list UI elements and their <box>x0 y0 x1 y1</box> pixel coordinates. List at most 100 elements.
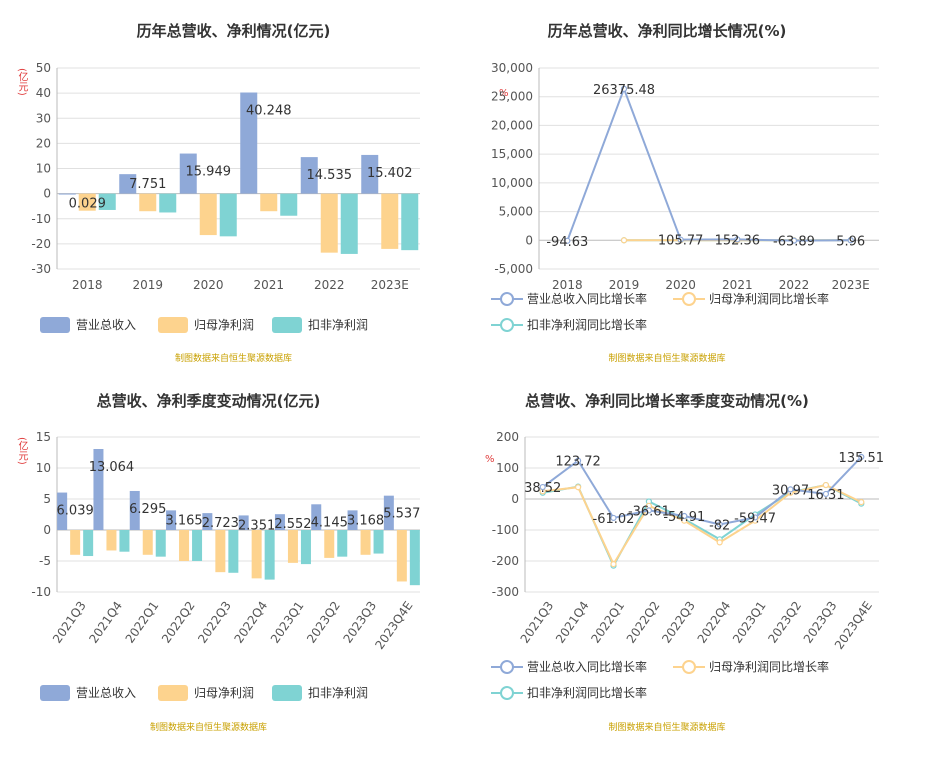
data-label: -63.89 <box>773 235 815 250</box>
legend-swatch <box>40 316 70 333</box>
bar <box>347 510 358 530</box>
bar <box>337 530 348 557</box>
legend-item-deducted-profit-growth[interactable]: 扣非净利润同比增长率 <box>491 684 647 701</box>
legend-swatch <box>40 684 70 701</box>
data-label: -61.02 <box>593 512 635 527</box>
source-note: 制图数据来自恒生聚源数据库 <box>174 354 292 364</box>
data-point <box>847 237 854 244</box>
data-point <box>822 490 829 498</box>
series-line <box>542 483 862 567</box>
bar <box>215 530 226 573</box>
quarter-bar-chart: 151050-5-102021Q32021Q42022Q12022Q22022Q… <box>31 430 420 652</box>
y-tick-label: 40 <box>36 86 51 100</box>
legend-swatch <box>272 684 302 701</box>
legend-item-deducted-profit[interactable]: 扣非净利润 <box>272 316 368 333</box>
bar <box>340 193 358 254</box>
x-tick-label: 2023Q1 <box>730 599 769 646</box>
y-tick-label: -300 <box>492 585 519 599</box>
bar <box>260 193 278 212</box>
data-point <box>787 486 794 493</box>
bar <box>311 504 322 530</box>
data-label: 15.402 <box>367 166 413 181</box>
legend-item-deducted-profit[interactable]: 扣非净利润 <box>272 684 368 701</box>
bar <box>300 530 311 565</box>
x-tick-label: 2023Q2 <box>304 599 343 646</box>
legend-swatch <box>491 291 523 306</box>
y-tick-label: 10 <box>36 162 51 176</box>
x-tick-label: 2019 <box>132 278 163 292</box>
data-label: 2.552 <box>274 517 311 532</box>
y-tick-label: -30 <box>31 262 51 276</box>
series-line <box>542 456 863 526</box>
bar <box>219 193 237 237</box>
x-tick-label: 2023Q3 <box>340 599 379 646</box>
bar <box>98 193 116 210</box>
bar <box>324 530 335 558</box>
data-label: 3.165 <box>165 513 202 528</box>
y-tick-label: 5,000 <box>499 205 533 219</box>
x-tick-label: 2022 <box>314 278 345 292</box>
legend-item-net-profit-growth[interactable]: 归母净利润同比增长率 <box>673 658 829 675</box>
y-tick-label: -100 <box>492 523 519 537</box>
legend-item-net-profit[interactable]: 归母净利润 <box>158 316 254 333</box>
unit-label: (亿元) <box>16 68 27 96</box>
data-point <box>734 236 741 243</box>
data-point <box>610 514 617 522</box>
y-tick-label: 50 <box>36 61 51 75</box>
data-label: -36.61 <box>628 504 670 519</box>
source-note: 制图数据来自恒生聚源数据库 <box>608 723 726 733</box>
source-note: 制图数据来自恒生聚源数据库 <box>608 354 726 364</box>
quarter-growth-chart: 2001000-100-200-3002021Q32021Q42022Q1202… <box>492 430 884 652</box>
y-tick-label: 100 <box>496 461 519 475</box>
bar <box>287 530 298 563</box>
data-point <box>645 507 652 514</box>
x-tick-label: 2022 <box>779 278 810 292</box>
legend-item-net-profit-growth[interactable]: 归母净利润同比增长率 <box>673 290 829 307</box>
bar <box>129 490 140 530</box>
y-tick-label: 0 <box>511 492 519 506</box>
data-label: 5.96 <box>836 234 865 249</box>
x-tick-label: 2020 <box>193 278 224 292</box>
data-label: 123.72 <box>555 455 601 470</box>
data-label: 4.145 <box>311 515 348 530</box>
chart-title: 历年总营收、净利情况(亿元) <box>136 22 331 40</box>
y-tick-label: -5,000 <box>494 262 533 276</box>
legend-item-revenue-growth[interactable]: 营业总收入同比增长率 <box>491 658 647 675</box>
legend-swatch <box>272 316 302 333</box>
data-point <box>822 481 829 489</box>
legend-item-revenue[interactable]: 营业总收入 <box>40 684 136 701</box>
data-label: 16.31 <box>807 488 844 503</box>
legend-swatch <box>491 659 523 674</box>
legend-item-net-profit[interactable]: 归母净利润 <box>158 684 254 701</box>
y-tick-label: 5 <box>43 492 51 506</box>
legend: 营业总收入同比增长率 归母净利润同比增长率 扣非净利润同比增长率 <box>491 658 931 704</box>
bar <box>383 495 394 530</box>
data-point <box>716 521 723 528</box>
legend-item-revenue[interactable]: 营业总收入 <box>40 316 136 333</box>
bar <box>142 530 153 555</box>
data-point <box>620 85 628 92</box>
source-note: 制图数据来自恒生聚源数据库 <box>149 723 267 733</box>
data-point <box>716 539 723 546</box>
data-point <box>620 237 628 244</box>
data-point <box>858 453 865 461</box>
y-tick-label: 30 <box>36 111 51 125</box>
bar <box>78 193 96 211</box>
x-tick-label: 2021Q4 <box>86 599 125 646</box>
bar <box>396 530 407 582</box>
bar <box>251 530 262 579</box>
bar <box>361 154 379 194</box>
data-label: 6.295 <box>129 502 166 517</box>
bar <box>409 530 420 586</box>
data-point <box>681 512 688 520</box>
x-tick-label: 2021 <box>722 278 753 292</box>
y-tick-label: -5 <box>39 554 51 568</box>
legend-item-deducted-profit-growth[interactable]: 扣非净利润同比增长率 <box>491 316 647 333</box>
chart-title: 总营收、净利同比增长率季度变动情况(%) <box>525 392 809 410</box>
x-tick-label: 2021Q4 <box>553 599 592 646</box>
data-label: 105.77 <box>658 234 704 249</box>
legend-item-revenue-growth[interactable]: 营业总收入同比增长率 <box>491 290 647 307</box>
bar <box>179 153 197 194</box>
y-tick-label: 0 <box>43 523 51 537</box>
bar <box>119 530 130 552</box>
